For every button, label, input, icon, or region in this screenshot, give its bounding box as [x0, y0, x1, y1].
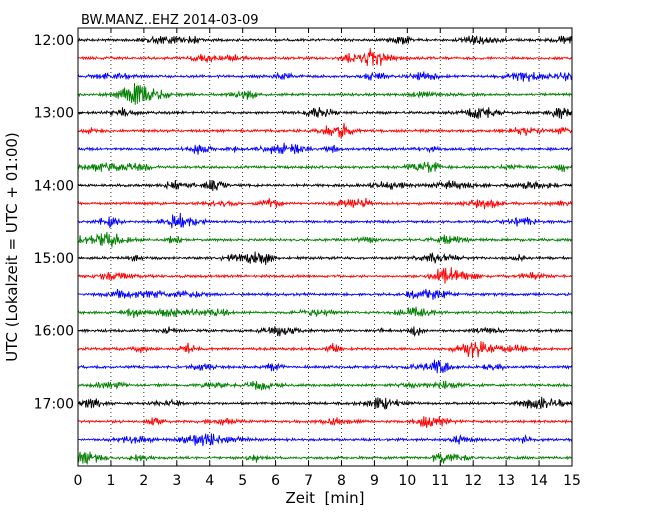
- y-tick-label: 14:00: [34, 178, 74, 194]
- x-tick-label: 3: [172, 473, 181, 489]
- x-tick-label: 0: [74, 473, 83, 489]
- traces: [77, 35, 573, 465]
- trace-row: [77, 341, 573, 359]
- y-tick-label: 17:00: [34, 396, 74, 412]
- x-tick-label: 13: [497, 473, 515, 489]
- x-tick-label: 14: [530, 473, 548, 489]
- trace-row: [77, 267, 573, 284]
- x-tick-label: 9: [370, 473, 379, 489]
- x-tick-label: 10: [398, 473, 416, 489]
- plot-frame: [77, 27, 573, 467]
- trace-row: [77, 142, 573, 155]
- x-tick-label: 15: [563, 473, 581, 489]
- x-axis: 0 1 2 3 4 5 6 7 8 9 10 11 12 13 14 15: [74, 28, 581, 489]
- trace-row: [77, 83, 573, 105]
- y-axis: 12:00 13:00 14:00 15:00 16:00 17:00: [34, 33, 572, 412]
- x-tick-label: 5: [238, 473, 247, 489]
- trace-row: [77, 48, 573, 66]
- trace-row: [77, 326, 573, 338]
- y-axis-label: UTC (Lokalzeit = UTC + 01:00): [3, 132, 21, 362]
- x-tick-label: 6: [271, 473, 280, 489]
- y-tick-label: 13:00: [34, 106, 74, 122]
- trace-row: [77, 251, 573, 265]
- trace-row: [77, 35, 573, 46]
- trace-row: [77, 306, 573, 319]
- chart-title: BW.MANZ..EHZ 2014-03-09: [81, 13, 259, 28]
- trace-row: [77, 380, 573, 391]
- x-tick-label: 11: [431, 473, 449, 489]
- trace-row: [77, 106, 573, 120]
- trace-row: [77, 197, 573, 210]
- trace-row: [77, 161, 573, 173]
- trace-row: [77, 288, 573, 300]
- y-tick-label: 15:00: [34, 251, 74, 267]
- trace-row: [77, 179, 573, 192]
- x-tick-label: 7: [304, 473, 313, 489]
- trace-row: [77, 416, 573, 429]
- y-tick-label: 12:00: [34, 33, 74, 49]
- x-tick-label: 8: [337, 473, 346, 489]
- x-tick-label: 4: [205, 473, 214, 489]
- x-tick-label: 2: [139, 473, 148, 489]
- trace-row: [77, 359, 573, 374]
- trace-row: [77, 433, 573, 447]
- trace-row: [77, 212, 573, 229]
- x-axis-label: Zeit [min]: [285, 489, 364, 507]
- x-tick-label: 12: [464, 473, 482, 489]
- trace-row: [77, 396, 573, 411]
- trace-row: [77, 231, 573, 248]
- trace-row: [77, 451, 573, 465]
- trace-row: [77, 122, 573, 139]
- y-tick-label: 16:00: [34, 324, 74, 340]
- x-tick-label: 1: [106, 473, 115, 489]
- trace-row: [77, 71, 573, 82]
